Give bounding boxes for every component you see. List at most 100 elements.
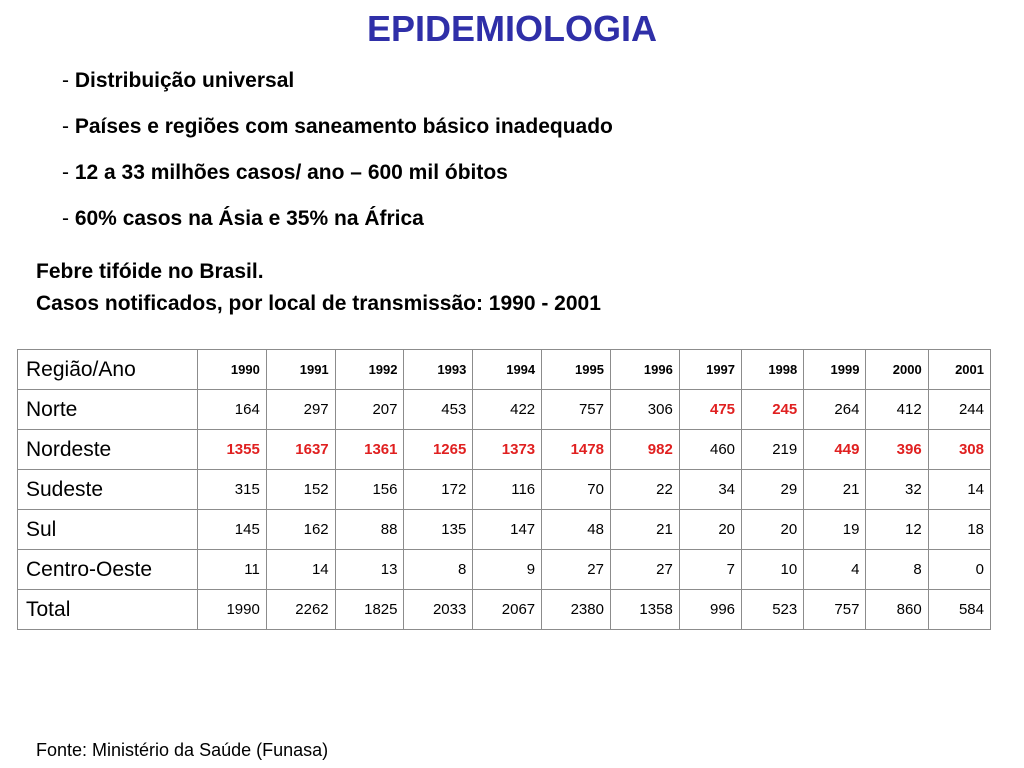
header-year: 1999	[803, 349, 867, 390]
value-cell: 152	[265, 469, 336, 510]
value-cell: 70	[541, 469, 611, 510]
value-cell: 0	[927, 549, 992, 590]
value-cell: 297	[265, 389, 336, 430]
value-cell: 156	[334, 469, 405, 510]
header-year: 1993	[403, 349, 474, 390]
header-year: 1990	[197, 349, 267, 390]
value-cell: 14	[927, 469, 992, 510]
header-year: 1995	[541, 349, 611, 390]
value-cell: 460	[678, 429, 743, 470]
bullet-item: - Países e regiões com saneamento básico…	[62, 112, 613, 158]
value-cell: 1825	[334, 589, 405, 630]
header-year: 2001	[927, 349, 992, 390]
bullet-text: 60% casos na Ásia e 35% na África	[74, 207, 424, 230]
value-cell: 1358	[609, 589, 680, 630]
value-cell: 27	[541, 549, 611, 590]
value-cell: 147	[472, 509, 543, 550]
value-cell: 584	[927, 589, 992, 630]
region-cell: Centro-Oeste	[17, 549, 198, 590]
bullet-item: - 60% casos na Ásia e 35% na África	[62, 204, 613, 250]
value-cell: 9	[472, 549, 543, 590]
value-cell: 34	[678, 469, 743, 510]
value-cell: 219	[741, 429, 805, 470]
value-cell: 29	[741, 469, 805, 510]
bullet-dash: -	[62, 115, 75, 138]
value-cell: 14	[265, 549, 336, 590]
table-caption: Febre tifóide no Brasil. Casos notificad…	[36, 256, 601, 320]
value-cell: 7	[678, 549, 743, 590]
value-cell: 162	[265, 509, 336, 550]
region-cell: Norte	[17, 389, 198, 430]
value-cell: 116	[472, 469, 543, 510]
header-year: 1996	[609, 349, 680, 390]
value-cell: 207	[334, 389, 405, 430]
value-cell: 19	[803, 509, 867, 550]
value-cell: 860	[865, 589, 929, 630]
value-cell: 1361	[334, 429, 405, 470]
page-title: EPIDEMIOLOGIA	[366, 8, 658, 49]
value-cell: 245	[741, 389, 805, 430]
value-cell: 172	[403, 469, 474, 510]
value-cell: 412	[865, 389, 929, 430]
value-cell: 8	[865, 549, 929, 590]
bullet-dash: -	[62, 207, 75, 230]
value-cell: 264	[803, 389, 867, 430]
value-cell: 21	[609, 509, 680, 550]
bullet-dash: -	[62, 69, 75, 92]
header-year: 1998	[741, 349, 805, 390]
bullet-item: - 12 a 33 milhões casos/ ano – 600 mil ó…	[62, 158, 613, 204]
bullet-text: Distribuição universal	[74, 69, 295, 92]
value-cell: 982	[609, 429, 680, 470]
value-cell: 8	[403, 549, 474, 590]
value-cell: 11	[197, 549, 267, 590]
table-row: Sul 145 162 88 135 147 48 21 20 20 19 12 18	[17, 509, 992, 550]
header-year: 1991	[265, 349, 336, 390]
region-cell: Nordeste	[17, 429, 198, 470]
value-cell: 1478	[541, 429, 611, 470]
caption-line-2: Casos notificados, por local de transmis…	[36, 292, 601, 315]
value-cell: 21	[803, 469, 867, 510]
table-body: Norte 164 297 207 453 422 757 306 475 245 264 412 24…	[17, 389, 992, 630]
value-cell: 308	[927, 429, 992, 470]
value-cell: 315	[197, 469, 267, 510]
value-cell: 20	[741, 509, 805, 550]
value-cell: 757	[803, 589, 867, 630]
value-cell: 1990	[197, 589, 267, 630]
value-cell: 453	[403, 389, 474, 430]
value-cell: 996	[678, 589, 743, 630]
value-cell: 757	[541, 389, 611, 430]
value-cell: 306	[609, 389, 680, 430]
value-cell: 18	[927, 509, 992, 550]
bullet-text: 12 a 33 milhões casos/ ano – 600 mil óbi…	[74, 161, 508, 184]
value-cell: 4	[803, 549, 867, 590]
value-cell: 20	[678, 509, 743, 550]
region-cell: Sul	[17, 509, 198, 550]
table-row: Sudeste 315 152 156 172 116 70 22 34 29 21 32 14	[17, 469, 992, 510]
value-cell: 1355	[197, 429, 267, 470]
table-row: Centro-Oeste 11 14 13 8 9 27 27 7 10 4 8 0	[17, 549, 992, 590]
value-cell: 1637	[265, 429, 336, 470]
bullet-text: Países e regiões com saneamento básico i…	[74, 115, 613, 138]
value-cell: 2262	[265, 589, 336, 630]
cases-table: Região/Ano 1990 1991 1992 1993 1994 1995 1996 1…	[17, 349, 992, 630]
header-year: 1994	[472, 349, 543, 390]
bullet-dash: -	[62, 161, 75, 184]
value-cell: 22	[609, 469, 680, 510]
value-cell: 523	[741, 589, 805, 630]
region-cell: Total	[17, 589, 198, 630]
value-cell: 48	[541, 509, 611, 550]
value-cell: 2380	[541, 589, 611, 630]
value-cell: 2067	[472, 589, 543, 630]
region-cell: Sudeste	[17, 469, 198, 510]
value-cell: 27	[609, 549, 680, 590]
value-cell: 10	[741, 549, 805, 590]
value-cell: 2033	[403, 589, 474, 630]
value-cell: 164	[197, 389, 267, 430]
table-row: Total 1990 2262 1825 2033 2067 2380 1358 996 523 7…	[17, 589, 992, 630]
value-cell: 244	[927, 389, 992, 430]
bullet-item: - Distribuição universal	[62, 66, 613, 112]
value-cell: 13	[334, 549, 405, 590]
header-corner: Região/Ano	[17, 349, 198, 390]
value-cell: 32	[865, 469, 929, 510]
caption-line-1: Febre tifóide no Brasil.	[36, 260, 264, 283]
